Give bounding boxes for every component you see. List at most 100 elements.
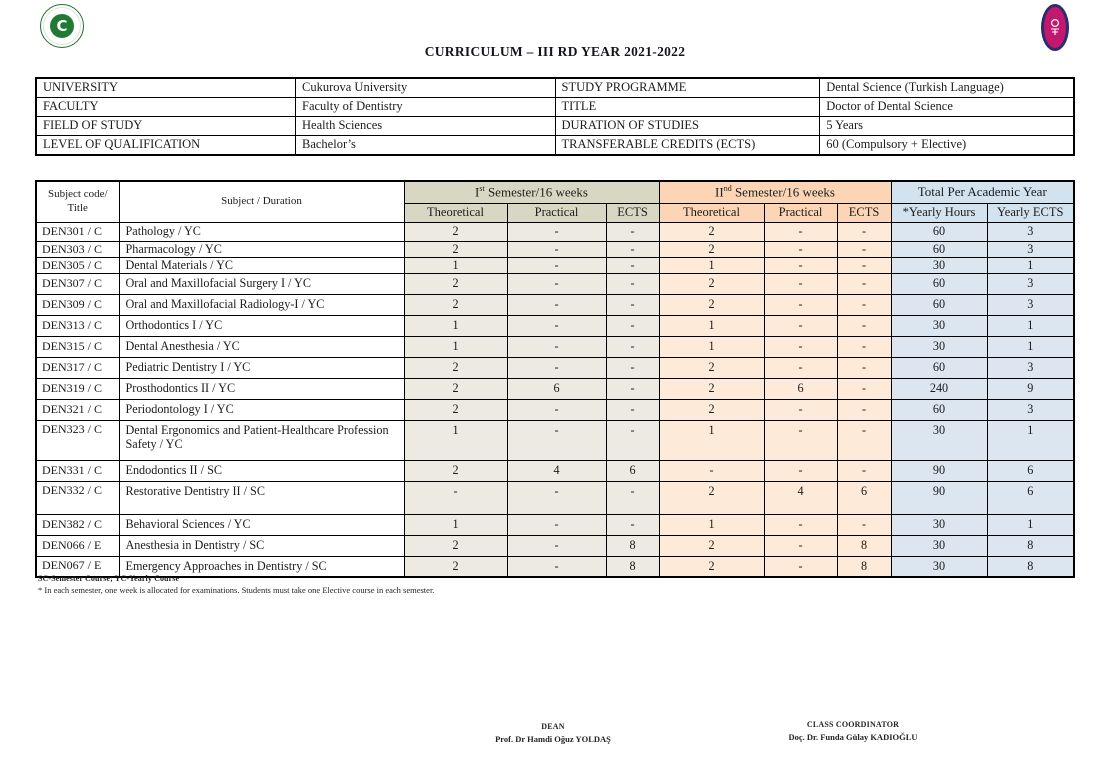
sem2-ects-cell: - (836, 377, 892, 400)
sem2-theoretical-cell: 2 (658, 534, 765, 557)
subject-duration-cell: Pathology / YC (118, 221, 405, 242)
yearly-hours-cell: 30 (890, 534, 988, 557)
yearly-hours-cell: 90 (890, 480, 988, 515)
sem2-ects-cell: - (836, 240, 892, 258)
sem2-practical-cell: - (763, 335, 838, 358)
subject-duration-header: Subject / Duration (118, 180, 405, 223)
info-value: 5 Years (819, 116, 1075, 136)
yearly-ects-cell: 6 (986, 480, 1075, 515)
yearly-ects-cell: 3 (986, 221, 1075, 242)
subject-code-cell: DEN315 / C (35, 335, 120, 358)
subject-code-cell: DEN313 / C (35, 314, 120, 337)
sem1-theoretical-cell: 2 (403, 272, 508, 295)
course-row: DEN301 / C Pathology / YC 2- -2- -60 3 (35, 221, 1075, 242)
sem1-ects-cell: - (605, 240, 660, 258)
sem2-practical-cell: - (763, 256, 838, 274)
sem1-theoretical-cell: - (403, 480, 508, 515)
sem1-ects-cell: - (605, 377, 660, 400)
yearly-hours-cell: 60 (890, 272, 988, 295)
subject-code-cell: DEN323 / C (35, 419, 120, 461)
yearly-hours-cell: 30 (890, 314, 988, 337)
sem1-theoretical-cell: 1 (403, 314, 508, 337)
info-label: TRANSFERABLE CREDITS (ECTS) (554, 135, 821, 156)
sem1-ects-cell: 8 (605, 555, 660, 578)
course-row: DEN313 / C Orthodontics I / YC 1- -1- -30 1 (35, 314, 1075, 337)
sem2-practical-cell: - (763, 419, 838, 461)
sem1-ects-cell: 8 (605, 534, 660, 557)
course-row: DEN315 / C Dental Anesthesia / YC 1- -1- -30… (35, 335, 1075, 358)
subject-duration-cell: Oral and Maxillofacial Surgery I / YC (118, 272, 405, 295)
course-row: DEN066 / E Anesthesia in Dentistry / SC 2-… (35, 534, 1075, 557)
sem2-ects-cell: - (836, 272, 892, 295)
sem2-practical-cell: - (763, 534, 838, 557)
yearly-hours-header: *Yearly Hours (890, 202, 988, 223)
sem2-theoretical-cell: 1 (658, 513, 765, 536)
sem1-ects-cell: - (605, 314, 660, 337)
info-value: Doctor of Dental Science (819, 97, 1075, 117)
subject-code-cell: DEN319 / C (35, 377, 120, 400)
sem2-ects-cell: - (836, 459, 892, 482)
sem1-practical-cell: - (506, 221, 607, 242)
sem1-ects-cell: - (605, 335, 660, 358)
subject-code-cell: DEN067 / E (35, 555, 120, 578)
yearly-hours-cell: 30 (890, 256, 988, 274)
sem1-ects-cell: - (605, 272, 660, 295)
subject-code-cell: DEN307 / C (35, 272, 120, 295)
header-row-columns: Theoretical Practical ECTS Theoretical P… (36, 202, 1075, 223)
sem1-theoretical-cell: 1 (403, 513, 508, 536)
subject-code-cell: DEN309 / C (35, 293, 120, 316)
sem1-practical-cell: - (506, 534, 607, 557)
sem1-practical-cell: - (506, 398, 607, 421)
sem1-ects-header: ECTS (605, 202, 660, 223)
subject-code-cell: DEN303 / C (35, 240, 120, 258)
sem1-theoretical-cell: 2 (403, 398, 508, 421)
footnotes: SC-Semester Course; YC-Yearly Course * I… (38, 574, 434, 595)
info-row: FIELD OF STUDY Health Sciences DURATION OF… (35, 116, 1075, 136)
curriculum-table: Subject code/ Title Subject / Duration I… (35, 180, 1075, 578)
sem1-practical-cell: - (506, 356, 607, 379)
course-row: DEN307 / C Oral and Maxillofacial Surgery… (35, 272, 1075, 295)
yearly-hours-cell: 30 (890, 419, 988, 461)
course-row: DEN382 / C Behavioral Sciences / YC 1- -1- -… (35, 513, 1075, 536)
subject-duration-cell: Dental Ergonomics and Patient-Healthcare… (118, 419, 405, 461)
sem1-practical-cell: - (506, 480, 607, 515)
subject-code-cell: DEN066 / E (35, 534, 120, 557)
subject-duration-cell: Emergency Approaches in Dentistry / SC (118, 555, 405, 578)
sem2-practical-cell: - (763, 293, 838, 316)
sem1-theoretical-cell: 2 (403, 293, 508, 316)
yearly-hours-cell: 60 (890, 356, 988, 379)
sem1-practical-cell: 6 (506, 377, 607, 400)
sem1-ects-cell: 6 (605, 459, 660, 482)
sem1-practical-cell: - (506, 555, 607, 578)
info-value: Health Sciences (295, 116, 556, 136)
info-value: 60 (Compulsory + Elective) (819, 135, 1075, 156)
yearly-hours-cell: 60 (890, 293, 988, 316)
subject-duration-cell: Oral and Maxillofacial Radiology-I / YC (118, 293, 405, 316)
sem1-ects-cell: - (605, 513, 660, 536)
yearly-ects-cell: 8 (986, 555, 1075, 578)
sem2-theoretical-cell: 1 (658, 419, 765, 461)
yearly-hours-cell: 30 (890, 555, 988, 578)
yearly-ects-cell: 8 (986, 534, 1075, 557)
coordinator-signature-block: CLASS COORDINATOR Doç. Dr. Funda Gülay K… (738, 720, 968, 742)
sem1-ects-cell: - (605, 256, 660, 274)
yearly-ects-cell: 1 (986, 513, 1075, 536)
header-row-groups: Subject code/ Title Subject / Duration I… (35, 180, 1075, 223)
yearly-hours-cell: 30 (890, 513, 988, 536)
sem2-ects-cell: - (836, 256, 892, 274)
curriculum-table-body: DEN301 / C Pathology / YC 2- -2- -60 3 DEN303 … (35, 221, 1075, 578)
sem1-ects-cell: - (605, 356, 660, 379)
subject-code-cell: DEN317 / C (35, 356, 120, 379)
sem1-theoretical-cell: 2 (403, 534, 508, 557)
yearly-ects-cell: 1 (986, 419, 1075, 461)
sem2-practical-cell: - (763, 240, 838, 258)
info-value: Dental Science (Turkish Language) (819, 77, 1075, 98)
sem1-ects-cell: - (605, 398, 660, 421)
dean-name: Prof. Dr Hamdi Oğuz YOLDAŞ (495, 734, 611, 744)
sem2-practical-cell: - (763, 398, 838, 421)
sem2-theoretical-cell: 2 (658, 480, 765, 515)
sem2-ects-cell: - (836, 356, 892, 379)
sem1-ects-cell: - (605, 419, 660, 461)
dean-title: DEAN (541, 722, 565, 731)
